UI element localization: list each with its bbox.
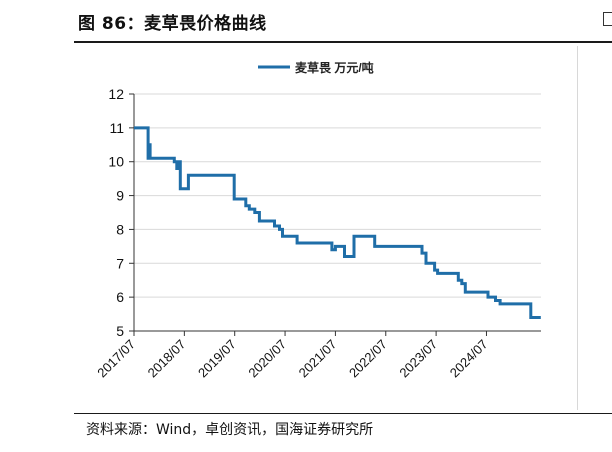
grid-lines xyxy=(134,93,541,298)
price-chart: 5 6 7 8 9 10 11 12 2017/07 2018/07 2019/07 2020/07… xyxy=(94,60,541,381)
y-tick-label: 9 xyxy=(116,188,124,204)
x-tick-label: 2021/07 xyxy=(296,337,340,381)
axes xyxy=(129,93,541,336)
legend: 麦草畏 万元/吨 xyxy=(258,60,374,75)
top-rule xyxy=(74,41,612,43)
legend-label: 麦草畏 万元/吨 xyxy=(295,60,374,75)
x-tick-label: 2020/07 xyxy=(245,337,289,381)
x-tick-label: 2023/07 xyxy=(396,337,440,381)
y-tick-label: 8 xyxy=(116,221,124,237)
y-tick-label: 7 xyxy=(116,255,124,271)
adjacent-figure-fragment xyxy=(603,12,612,26)
x-tick-labels: 2017/07 2018/07 2019/07 2020/07 2021/07 2022/… xyxy=(94,337,490,381)
y-tick-label: 5 xyxy=(116,323,124,339)
source-note: 资料来源：Wind，卓创资讯，国海证券研究所 xyxy=(86,422,374,438)
column-divider xyxy=(577,46,578,410)
y-tick-label: 12 xyxy=(108,86,124,102)
x-tick-label: 2019/07 xyxy=(195,337,239,381)
x-tick-label: 2022/07 xyxy=(346,337,390,381)
figure-title: 图 86：麦草畏价格曲线 xyxy=(78,14,267,34)
y-tick-label: 10 xyxy=(108,154,124,170)
y-tick-labels: 5 6 7 8 9 10 11 12 xyxy=(108,86,124,339)
y-tick-label: 11 xyxy=(109,120,124,136)
bottom-rule xyxy=(74,413,612,414)
x-tick-label: 2024/07 xyxy=(447,337,491,381)
x-tick-label: 2017/07 xyxy=(94,337,138,381)
x-tick-label: 2018/07 xyxy=(145,337,189,381)
y-tick-label: 6 xyxy=(116,289,124,305)
series-line xyxy=(134,126,541,319)
